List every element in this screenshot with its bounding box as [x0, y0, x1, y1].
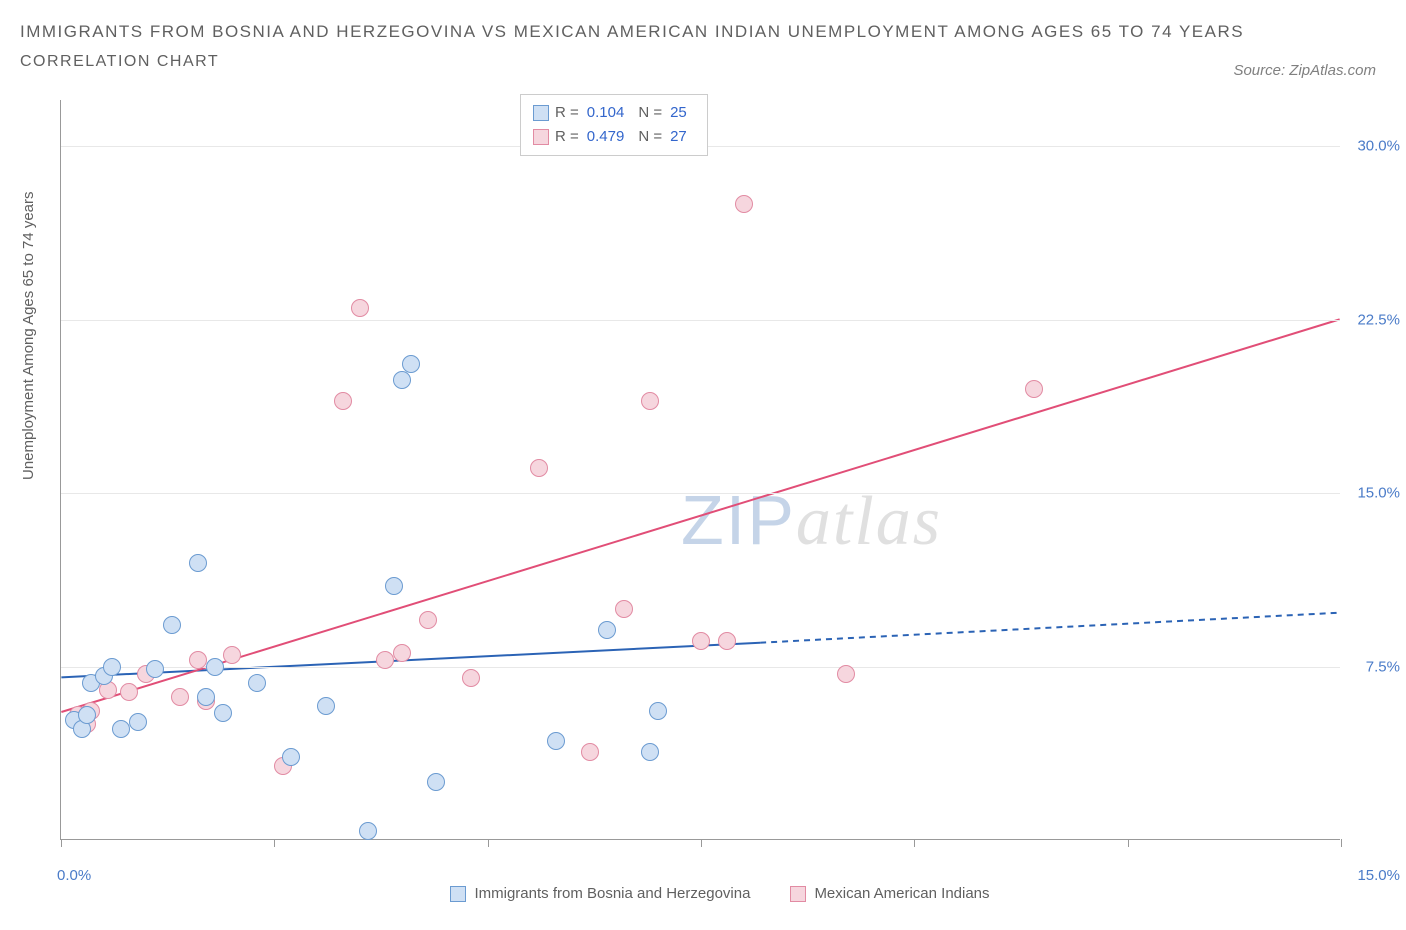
plot-region: ZIPatlas 7.5%15.0%22.5%30.0%0.0%15.0%	[60, 100, 1340, 840]
data-point-blue	[163, 616, 181, 634]
x-tick	[1128, 839, 1129, 847]
swatch-blue-icon	[450, 886, 466, 902]
data-point-pink	[223, 646, 241, 664]
data-point-blue	[393, 371, 411, 389]
y-tick-label: 7.5%	[1366, 658, 1400, 675]
data-point-pink	[189, 651, 207, 669]
data-point-pink	[692, 632, 710, 650]
data-point-pink	[334, 392, 352, 410]
data-point-pink	[718, 632, 736, 650]
data-point-blue	[129, 713, 147, 731]
data-point-pink	[171, 688, 189, 706]
data-point-blue	[206, 658, 224, 676]
y-axis-label: Unemployment Among Ages 65 to 74 years	[20, 191, 37, 480]
data-point-blue	[214, 704, 232, 722]
swatch-pink-icon	[790, 886, 806, 902]
data-point-pink	[530, 459, 548, 477]
watermark-atlas: atlas	[796, 483, 942, 560]
data-point-blue	[197, 688, 215, 706]
legend-row-pink: R =0.479 N =27	[533, 125, 695, 149]
data-point-pink	[1025, 380, 1043, 398]
swatch-blue	[533, 105, 549, 121]
data-point-pink	[641, 392, 659, 410]
data-point-blue	[649, 702, 667, 720]
data-point-blue	[359, 822, 377, 840]
data-point-blue	[112, 720, 130, 738]
data-point-blue	[641, 743, 659, 761]
r-value-pink: 0.479	[587, 125, 625, 149]
data-point-blue	[78, 706, 96, 724]
data-point-blue	[248, 674, 266, 692]
chart-area: ZIPatlas 7.5%15.0%22.5%30.0%0.0%15.0% R …	[60, 100, 1380, 860]
data-point-pink	[615, 600, 633, 618]
data-point-blue	[427, 773, 445, 791]
x-tick	[1341, 839, 1342, 847]
chart-title: IMMIGRANTS FROM BOSNIA AND HERZEGOVINA V…	[20, 18, 1386, 47]
data-point-blue	[317, 697, 335, 715]
correlation-legend: R =0.104 N =25 R =0.479 N =27	[520, 94, 708, 156]
x-max-label: 15.0%	[1357, 867, 1400, 884]
data-point-blue	[385, 577, 403, 595]
data-point-pink	[376, 651, 394, 669]
gridline	[61, 493, 1340, 494]
n-value-pink: 27	[670, 125, 687, 149]
data-point-pink	[581, 743, 599, 761]
data-point-pink	[462, 669, 480, 687]
y-tick-label: 22.5%	[1357, 311, 1400, 328]
chart-subtitle: CORRELATION CHART	[20, 53, 1386, 71]
data-point-pink	[419, 611, 437, 629]
x-tick	[61, 839, 62, 847]
legend-label-blue: Immigrants from Bosnia and Herzegovina	[474, 885, 750, 902]
x-tick	[701, 839, 702, 847]
data-point-pink	[351, 299, 369, 317]
r-value-blue: 0.104	[587, 101, 625, 125]
bottom-legend: Immigrants from Bosnia and Herzegovina M…	[60, 885, 1380, 902]
legend-row-blue: R =0.104 N =25	[533, 101, 695, 125]
legend-label-pink: Mexican American Indians	[814, 885, 989, 902]
y-tick-label: 15.0%	[1357, 485, 1400, 502]
data-point-blue	[282, 748, 300, 766]
legend-item-blue: Immigrants from Bosnia and Herzegovina	[450, 885, 750, 902]
legend-item-pink: Mexican American Indians	[790, 885, 989, 902]
data-point-pink	[837, 665, 855, 683]
n-value-blue: 25	[670, 101, 687, 125]
data-point-pink	[120, 683, 138, 701]
data-point-blue	[146, 660, 164, 678]
data-point-blue	[598, 621, 616, 639]
x-tick	[488, 839, 489, 847]
swatch-pink	[533, 129, 549, 145]
x-tick	[274, 839, 275, 847]
trend-lines	[61, 100, 1340, 839]
y-tick-label: 30.0%	[1357, 138, 1400, 155]
data-point-blue	[402, 355, 420, 373]
data-point-blue	[103, 658, 121, 676]
data-point-pink	[393, 644, 411, 662]
data-point-pink	[735, 195, 753, 213]
gridline	[61, 667, 1340, 668]
x-min-label: 0.0%	[57, 867, 91, 884]
data-point-blue	[189, 554, 207, 572]
gridline	[61, 320, 1340, 321]
data-point-blue	[547, 732, 565, 750]
x-tick	[914, 839, 915, 847]
source-attribution: Source: ZipAtlas.com	[1233, 62, 1376, 79]
